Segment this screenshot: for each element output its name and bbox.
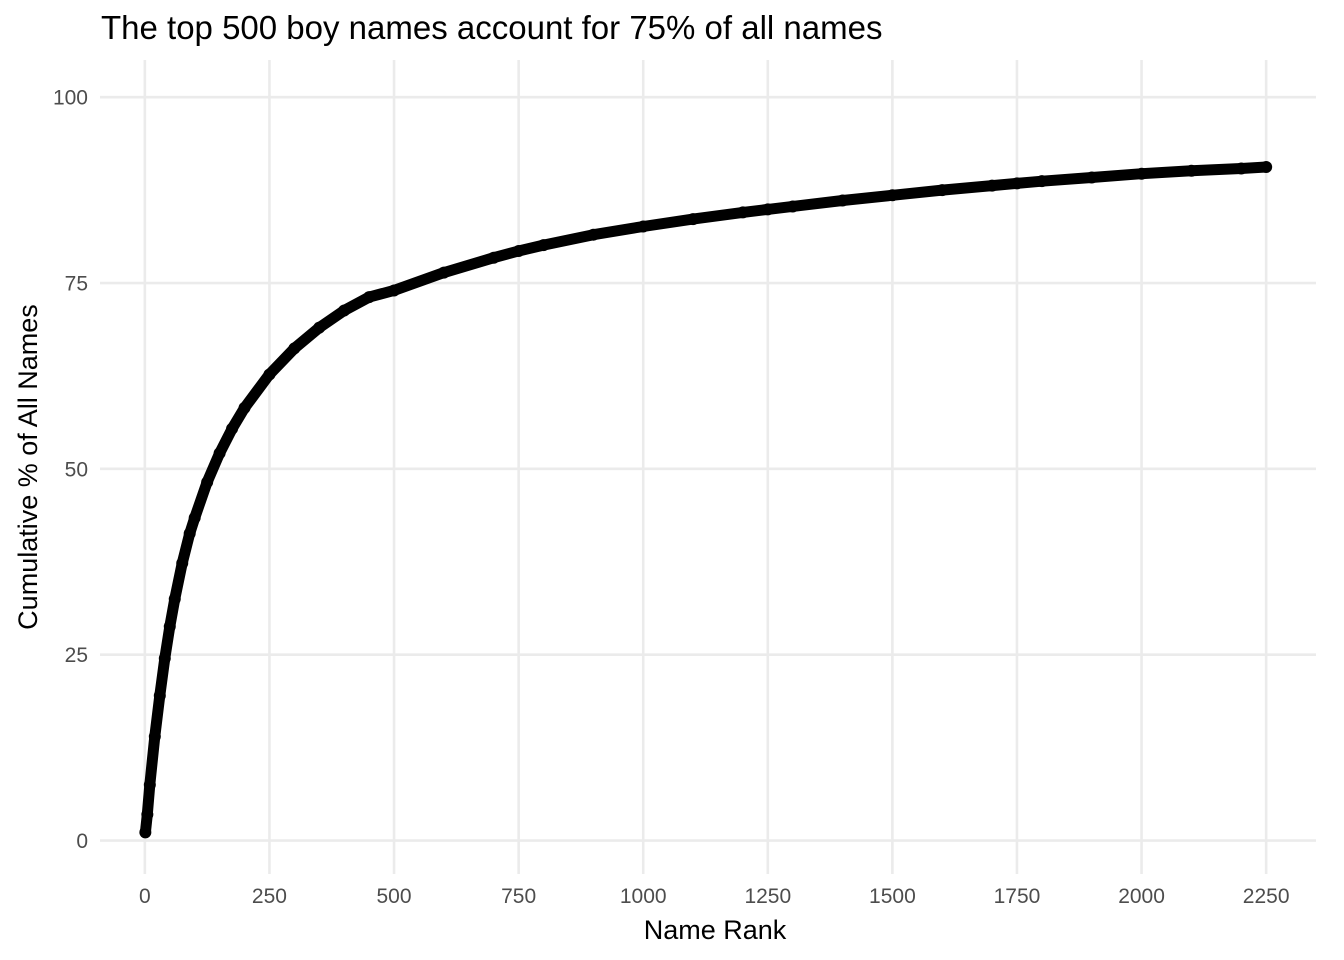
data-point	[338, 304, 351, 317]
x-tick-label: 500	[377, 885, 412, 908]
data-point	[1185, 164, 1198, 177]
data-point	[437, 266, 450, 279]
data-point	[313, 321, 326, 334]
x-tick-label: 2250	[1243, 885, 1290, 908]
x-tick-label: 2000	[1118, 885, 1165, 908]
data-point	[213, 447, 226, 460]
data-point	[761, 203, 774, 216]
data-point	[1035, 175, 1048, 188]
data-point	[886, 189, 899, 202]
data-point	[587, 228, 600, 241]
data-point	[183, 527, 196, 540]
data-point	[363, 291, 376, 304]
data-point	[1085, 171, 1098, 184]
data-point	[388, 284, 401, 297]
grid	[100, 60, 1316, 874]
data-point	[1235, 162, 1248, 175]
x-tick-label: 1000	[620, 885, 667, 908]
data-point	[263, 368, 276, 381]
data-point	[1010, 177, 1023, 190]
x-tick-label: 1500	[869, 885, 916, 908]
data-point	[936, 184, 949, 197]
data-point	[139, 826, 152, 839]
data-point	[786, 200, 799, 213]
y-axis-ticks: 0 25 50 75 100	[53, 87, 88, 853]
data-point	[158, 652, 171, 665]
data-point	[163, 620, 176, 633]
data-point	[637, 220, 650, 233]
x-tick-label: 0	[139, 885, 151, 908]
data-series	[139, 161, 1273, 839]
x-tick-label: 750	[501, 885, 536, 908]
data-point	[238, 401, 251, 414]
data-point	[1135, 167, 1148, 180]
data-point	[986, 179, 999, 192]
data-point	[226, 422, 239, 435]
data-point	[201, 476, 214, 489]
x-tick-label: 250	[252, 885, 287, 908]
y-tick-label: 100	[53, 87, 88, 110]
y-tick-label: 0	[76, 830, 88, 853]
data-point	[141, 808, 154, 821]
data-point	[687, 213, 700, 226]
data-point	[153, 689, 166, 702]
data-point	[836, 194, 849, 207]
data-point	[537, 239, 550, 252]
x-axis-ticks: 0 250 500 750 1000 1250 1500 1750 2000 2250	[139, 885, 1290, 908]
y-tick-label: 75	[65, 273, 88, 296]
data-point	[168, 592, 181, 605]
data-point	[487, 251, 500, 264]
data-point	[188, 511, 201, 524]
y-axis-title: Cumulative % of All Names	[13, 304, 43, 630]
y-tick-label: 25	[65, 644, 88, 667]
y-tick-label: 50	[65, 458, 88, 481]
data-point	[143, 778, 156, 791]
data-point	[288, 342, 301, 355]
data-point	[148, 730, 161, 743]
data-point	[512, 245, 525, 258]
x-axis-title: Name Rank	[644, 915, 787, 945]
x-tick-label: 1250	[744, 885, 791, 908]
data-point	[1260, 161, 1273, 174]
data-point	[736, 206, 749, 219]
chart-title: The top 500 boy names account for 75% of…	[101, 9, 882, 46]
series-line	[139, 161, 1272, 838]
data-point	[176, 557, 189, 570]
x-tick-label: 1750	[994, 885, 1041, 908]
